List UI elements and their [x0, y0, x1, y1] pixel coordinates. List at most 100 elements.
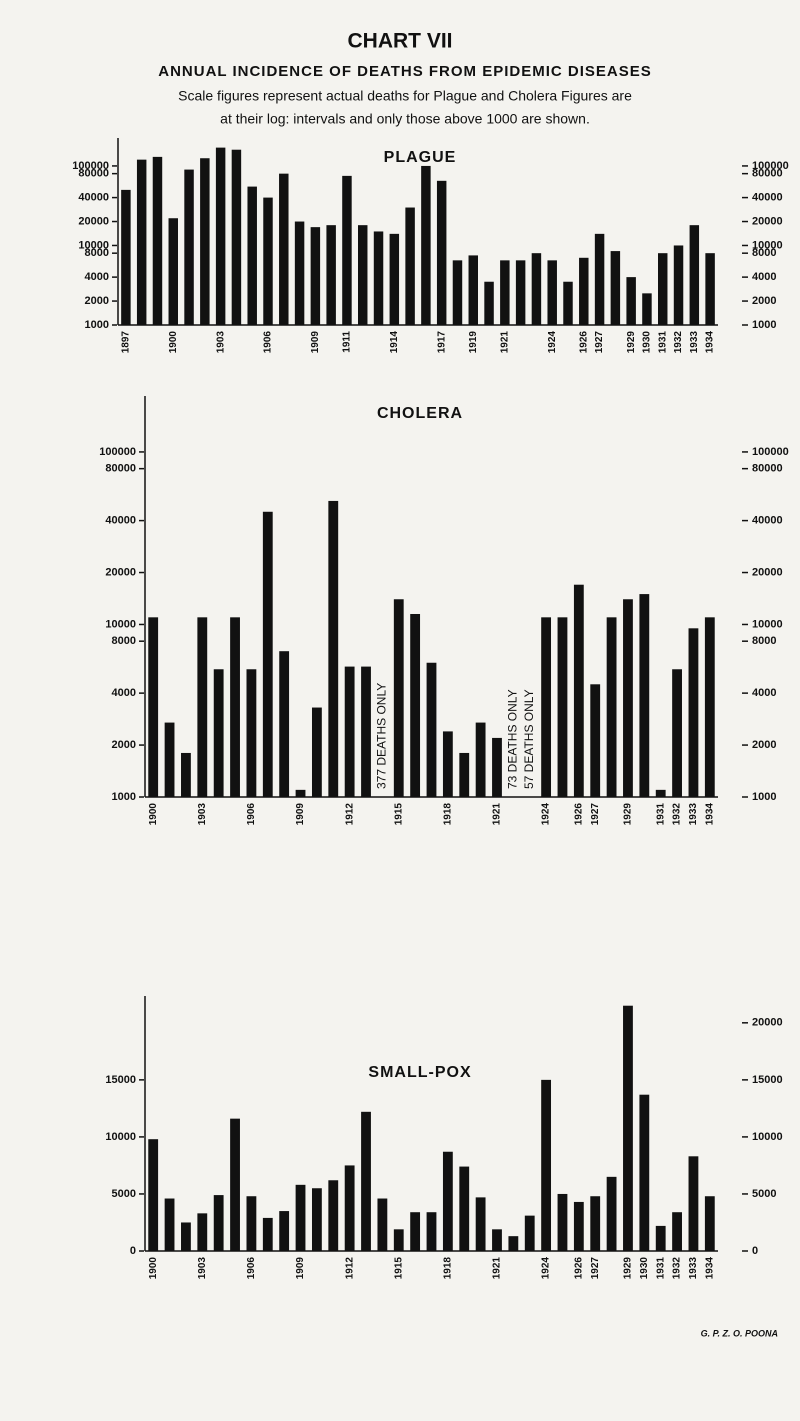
x-tick-label: 1921	[492, 1257, 503, 1280]
x-tick-label: 1900	[148, 803, 159, 826]
panel-title: PLAGUE	[384, 149, 457, 166]
x-tick-label: 1909	[295, 803, 306, 826]
x-tick-label: 1924	[547, 331, 558, 354]
note-line: Scale figures represent actual deaths fo…	[178, 88, 632, 104]
bar	[672, 669, 682, 797]
y2-tick-label: 15000	[752, 1074, 783, 1086]
bar	[459, 752, 470, 797]
x-tick-label: 1921	[492, 803, 503, 826]
bar	[563, 281, 573, 325]
bar	[459, 1166, 470, 1251]
bar	[230, 1118, 240, 1251]
x-tick-label: 1933	[688, 1257, 699, 1280]
y2-tick-label: 20000	[752, 215, 783, 227]
bar	[579, 257, 589, 325]
bar	[475, 1197, 486, 1251]
y2-tick-label: 10000	[752, 239, 783, 251]
y-tick-label: 4000	[85, 271, 109, 283]
bar	[294, 221, 305, 325]
bar	[508, 797, 518, 993]
bar	[452, 260, 463, 325]
x-tick-label: 1915	[393, 803, 404, 826]
bar	[508, 1236, 519, 1251]
bar	[197, 1213, 208, 1251]
bar	[547, 260, 557, 325]
bar	[247, 186, 257, 325]
y-tick-label: 100000	[72, 160, 109, 172]
x-tick-label: 1927	[594, 331, 605, 354]
y-tick-label: 80000	[78, 168, 109, 180]
bar	[672, 1212, 682, 1251]
bar	[181, 1222, 191, 1251]
bar	[492, 737, 502, 797]
bar	[213, 1195, 224, 1251]
x-tick-label: 1911	[342, 331, 353, 353]
y2-tick-label: 20000	[752, 566, 783, 578]
y2-tick-label: 100000	[752, 160, 789, 172]
x-tick-label: 1906	[246, 803, 257, 826]
x-tick-label: 1926	[578, 331, 589, 354]
bar	[655, 789, 666, 797]
x-tick-label: 1931	[655, 1257, 666, 1280]
bar	[230, 617, 240, 797]
bar	[610, 251, 621, 325]
sheet-title: CHART VII	[348, 30, 453, 53]
bar	[704, 617, 715, 797]
bar	[326, 225, 336, 325]
bar	[168, 218, 178, 325]
bar	[426, 662, 437, 797]
bar	[361, 1111, 371, 1251]
bar	[152, 156, 163, 325]
x-tick-label: 1924	[541, 803, 552, 826]
x-tick-label: 1932	[672, 1257, 683, 1280]
y2-tick-label: 80000	[752, 168, 783, 180]
panel-title: CHOLERA	[377, 405, 463, 422]
bar	[344, 666, 355, 797]
bar	[377, 797, 387, 870]
bar	[184, 169, 194, 325]
y2-tick-label: 5000	[752, 1188, 776, 1200]
bar	[361, 666, 371, 797]
y-tick-label: 1000	[85, 319, 109, 331]
bar	[279, 173, 289, 325]
bar	[405, 207, 415, 325]
x-tick-label: 1914	[389, 331, 400, 354]
bar	[373, 231, 384, 325]
bar	[181, 752, 191, 797]
bar	[393, 599, 404, 797]
y-tick-label: 1000	[112, 791, 136, 803]
x-tick-label: 1930	[642, 331, 653, 354]
bar	[541, 1079, 552, 1251]
x-tick-label: 1930	[639, 1257, 650, 1280]
x-tick-label: 1929	[626, 331, 637, 354]
x-tick-label: 1933	[689, 331, 700, 354]
sheet-subtitle: ANNUAL INCIDENCE OF DEATHS FROM EPIDEMIC…	[158, 63, 651, 80]
x-tick-label: 1912	[344, 803, 355, 826]
y-tick-label: 2000	[85, 295, 109, 307]
y2-tick-label: 1000	[752, 791, 776, 803]
y-tick-label: 40000	[105, 515, 136, 527]
bar	[279, 651, 290, 797]
y2-tick-label: 10000	[752, 618, 783, 630]
y2-tick-label: 4000	[752, 271, 776, 283]
x-tick-label: 1926	[573, 803, 584, 826]
bar	[377, 1198, 388, 1251]
bar	[136, 159, 147, 325]
bar	[295, 1184, 306, 1251]
value-label: 57 DEATHS ONLY	[522, 689, 536, 789]
x-tick-label: 1927	[590, 803, 601, 826]
x-tick-label: 1929	[623, 803, 634, 826]
y-tick-label: 10000	[105, 1131, 136, 1143]
y2-tick-label: 8000	[752, 247, 776, 259]
bar	[310, 227, 321, 325]
bar	[688, 1156, 699, 1251]
bar	[410, 613, 421, 797]
bar	[328, 1180, 339, 1251]
y2-tick-label: 2000	[752, 295, 776, 307]
bar	[197, 617, 208, 797]
x-tick-label: 1929	[623, 1257, 634, 1280]
bar	[658, 253, 668, 325]
y-tick-label: 2000	[112, 739, 136, 751]
bar	[342, 175, 352, 325]
x-tick-label: 1912	[344, 1257, 355, 1280]
